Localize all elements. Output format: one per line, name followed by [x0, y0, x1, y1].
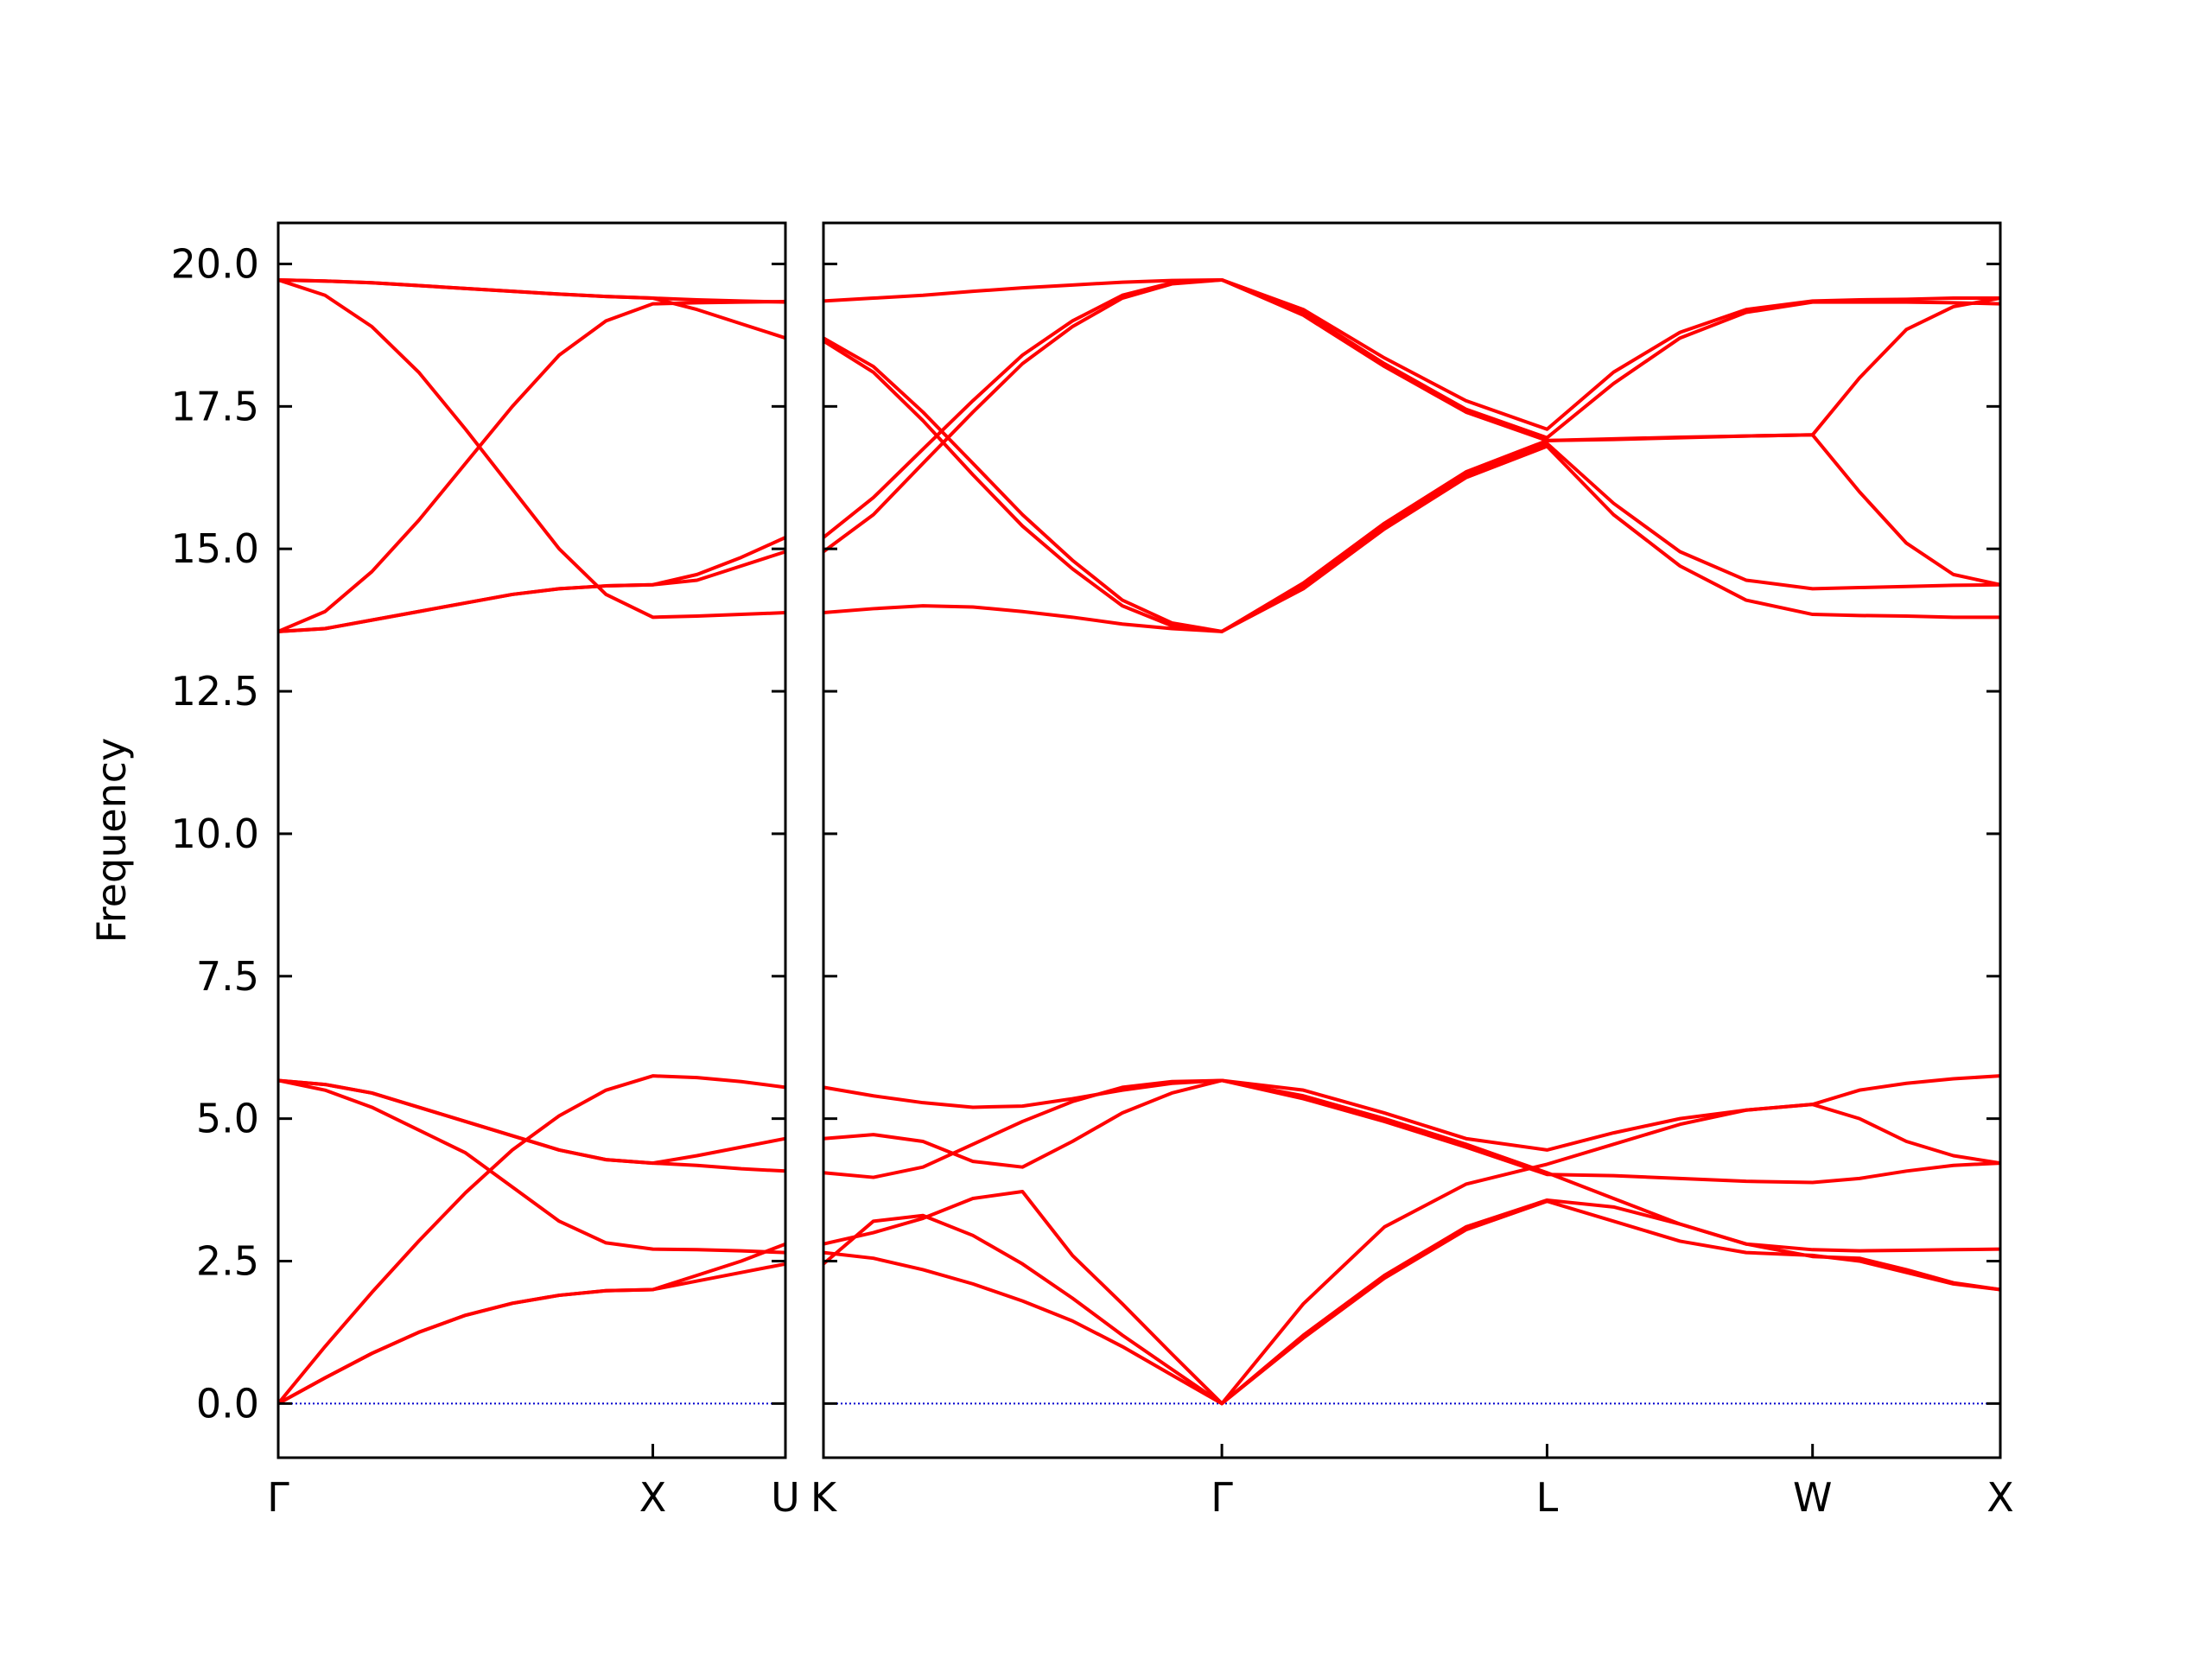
band-line	[822, 1198, 2001, 1406]
band-line	[823, 1078, 2001, 1253]
band-line	[823, 1199, 2001, 1406]
y-tick-label: 10.0	[171, 810, 259, 857]
band-line	[277, 300, 786, 633]
band-line	[277, 1262, 786, 1406]
x-tick-label: K	[810, 1474, 838, 1521]
y-tick-label: 12.5	[171, 668, 259, 715]
x-tick-label: X	[639, 1474, 667, 1521]
plot-frame	[276, 221, 787, 1459]
band-line	[823, 336, 2000, 633]
band-line	[277, 550, 786, 633]
band-line	[823, 277, 2000, 431]
band-line	[823, 442, 2001, 633]
band-line	[822, 277, 2001, 539]
band-line	[277, 277, 786, 340]
band-line	[277, 1078, 786, 1166]
y-tick-label: 20.0	[171, 240, 259, 287]
x-tick-label: Γ	[267, 1474, 289, 1521]
x-tick-label: L	[1536, 1474, 1559, 1521]
x-tick-label: Γ	[1211, 1474, 1233, 1521]
band-line	[822, 277, 2001, 554]
band-line	[277, 1078, 786, 1255]
band-line	[277, 278, 786, 620]
y-tick-label: 15.0	[171, 525, 259, 572]
x-tick-label: W	[1793, 1474, 1832, 1521]
band-line	[823, 1078, 2001, 1185]
y-tick-label: 0.0	[196, 1380, 259, 1427]
band-line	[276, 1074, 786, 1405]
y-axis-label: Frequency	[88, 738, 135, 944]
x-tick-label: X	[1986, 1474, 2014, 1521]
y-tick-label: 2.5	[196, 1237, 259, 1284]
band-line	[822, 339, 2001, 633]
y-tick-label: 17.5	[171, 383, 259, 429]
band-line	[277, 1242, 786, 1406]
x-tick-label: U	[771, 1474, 800, 1521]
band-line	[823, 1103, 2001, 1406]
y-tick-label: 7.5	[196, 953, 259, 1000]
band-line	[823, 1074, 2001, 1152]
band-line	[277, 1078, 786, 1173]
plot-frame	[822, 221, 2002, 1459]
y-tick-label: 5.0	[196, 1096, 259, 1142]
